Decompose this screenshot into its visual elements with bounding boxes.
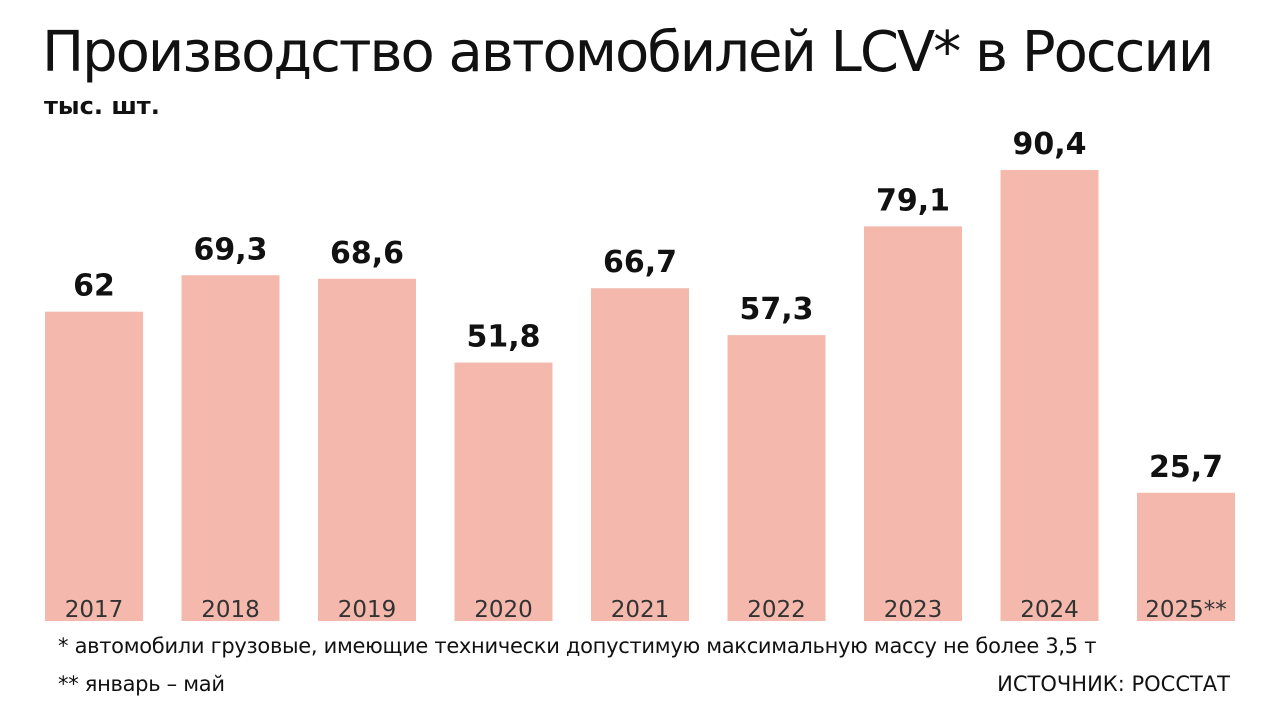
chart-title: Производство автомобилей LCV* в России bbox=[42, 20, 1214, 85]
value-label: 25,7 bbox=[1149, 450, 1223, 485]
category-label: 2018 bbox=[201, 597, 260, 623]
bar-2025 bbox=[1137, 492, 1235, 621]
footnote-lcv-definition: * автомобили грузовые, имеющие техническ… bbox=[58, 634, 1097, 658]
category-label: 2019 bbox=[338, 597, 397, 623]
value-label: 62 bbox=[73, 269, 115, 304]
category-label: 2023 bbox=[884, 597, 943, 623]
bar-2020 bbox=[454, 362, 553, 621]
footnote-period: ** январь – май bbox=[58, 672, 225, 696]
bar-2022 bbox=[727, 335, 826, 621]
source-label: ИСТОЧНИК: РОССТАТ bbox=[997, 672, 1230, 696]
bar-2019 bbox=[318, 278, 416, 621]
value-label: 51,8 bbox=[466, 320, 540, 355]
category-label: 2025** bbox=[1145, 597, 1227, 623]
category-label: 2020 bbox=[474, 597, 533, 623]
category-label: 2022 bbox=[747, 597, 806, 623]
value-label: 66,7 bbox=[603, 245, 677, 280]
value-label: 68,6 bbox=[330, 236, 404, 271]
value-label: 79,1 bbox=[876, 183, 950, 218]
value-label: 57,3 bbox=[739, 292, 813, 327]
bar-2024 bbox=[1000, 170, 1099, 621]
bar-2017 bbox=[45, 311, 143, 621]
value-label: 69,3 bbox=[193, 232, 267, 267]
bar-2021 bbox=[591, 288, 689, 621]
bar-2018 bbox=[181, 275, 280, 621]
bar-2023 bbox=[864, 226, 962, 621]
category-label: 2017 bbox=[65, 597, 124, 623]
unit-label: тыс. шт. bbox=[44, 92, 160, 120]
category-label: 2024 bbox=[1020, 597, 1079, 623]
category-label: 2021 bbox=[611, 597, 670, 623]
value-label: 90,4 bbox=[1012, 127, 1086, 162]
